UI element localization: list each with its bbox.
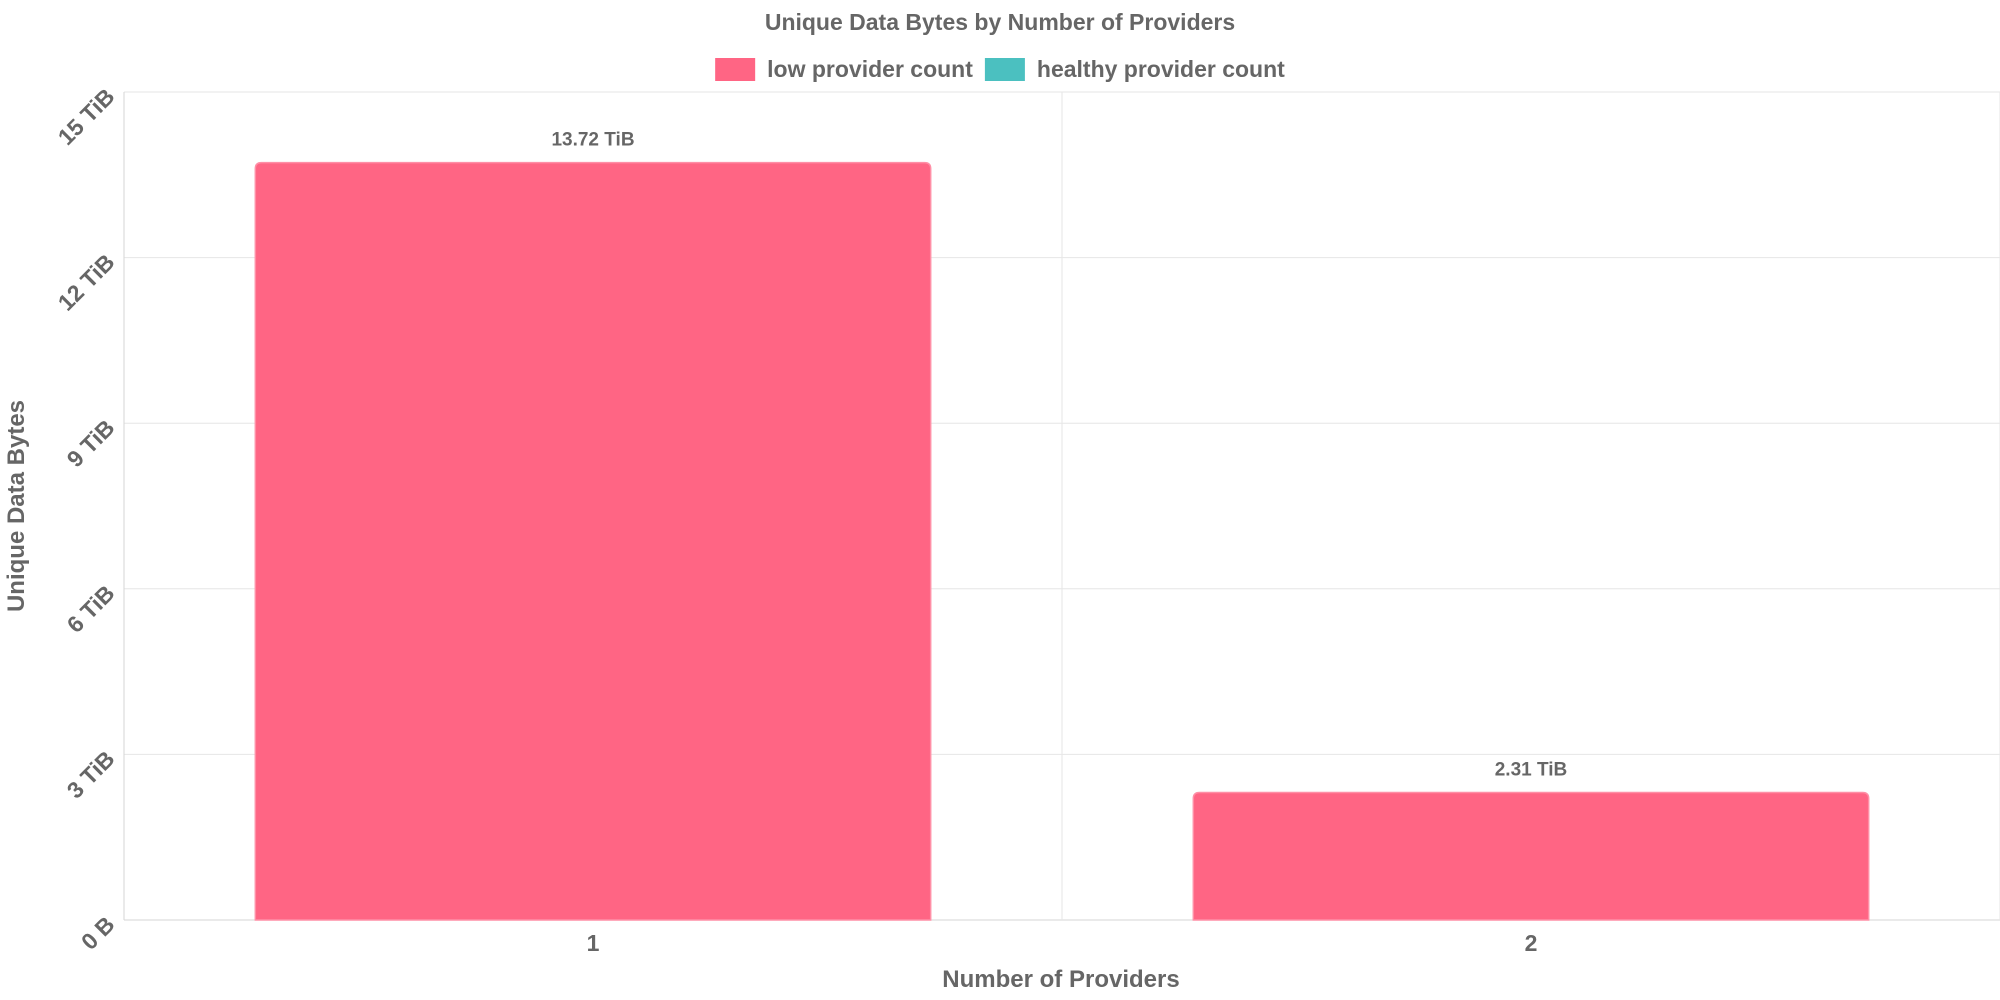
y-tick-label: 9 TiB xyxy=(62,414,120,472)
chart-title: Unique Data Bytes by Number of Providers xyxy=(765,9,1235,35)
legend-swatch xyxy=(715,58,756,81)
y-axis-title: Unique Data Bytes xyxy=(3,400,30,612)
y-tick-label: 0 B xyxy=(76,911,120,955)
bar[interactable] xyxy=(1192,791,1870,921)
y-tick-label: 12 TiB xyxy=(53,249,120,316)
bar[interactable] xyxy=(254,161,932,921)
bar-value-label: 13.72 TiB xyxy=(551,130,634,151)
bars xyxy=(254,161,1870,921)
x-tick-label: 1 xyxy=(587,930,600,956)
legend-label: low provider count xyxy=(767,56,973,82)
legend-item[interactable]: healthy provider count xyxy=(984,56,1285,82)
legend: low provider count healthy provider count xyxy=(715,56,1285,82)
y-axis: 0 B 3 TiB 6 TiB 9 TiB 12 TiB 15 TiB xyxy=(53,83,120,955)
y-tick-label: 6 TiB xyxy=(62,580,120,638)
x-tick-label: 2 xyxy=(1525,930,1538,956)
data-labels: 13.72 TiB 2.31 TiB xyxy=(551,130,1567,781)
y-tick-label: 3 TiB xyxy=(62,746,120,804)
y-tick-label: 15 TiB xyxy=(53,83,120,150)
legend-label: healthy provider count xyxy=(1037,56,1285,82)
x-axis-title: Number of Providers xyxy=(942,966,1179,993)
legend-item[interactable]: low provider count xyxy=(715,56,973,82)
bar-value-label: 2.31 TiB xyxy=(1495,759,1568,780)
legend-swatch xyxy=(984,58,1025,81)
